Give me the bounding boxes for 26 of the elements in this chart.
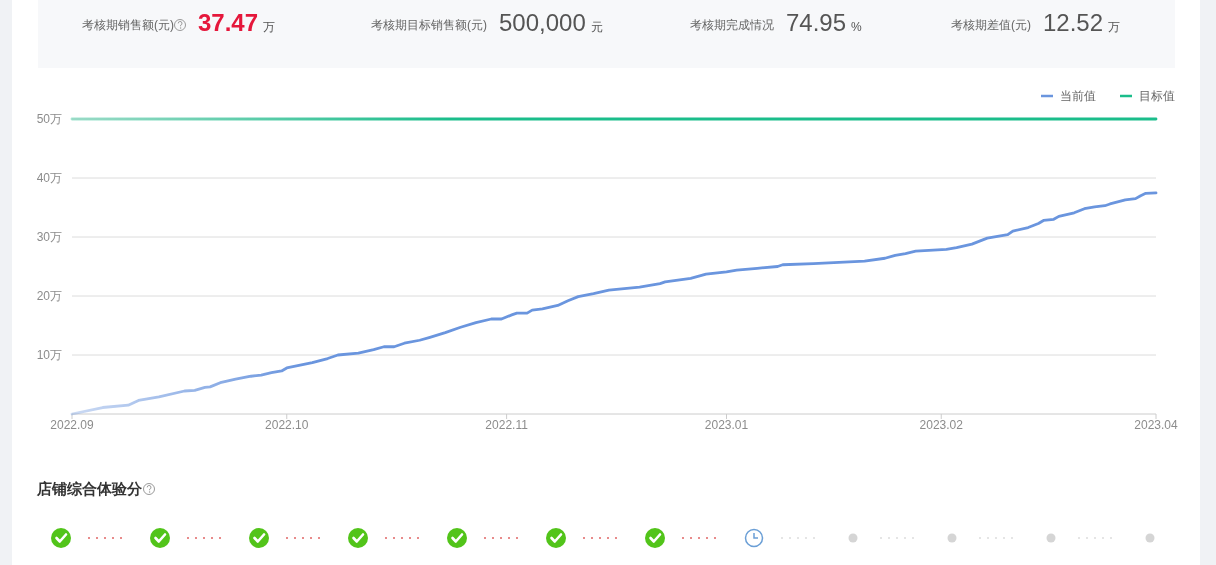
- text: 考核期目标销售额(元): [371, 18, 487, 32]
- text: 万: [263, 20, 276, 34]
- x-tick-label: 2023.04: [1134, 418, 1179, 432]
- y-tick-label: 20万: [36, 289, 62, 303]
- x-tick-label: 2023.01: [704, 418, 749, 432]
- x-tick-label: 2022.09: [50, 418, 95, 432]
- legend-label: 当前值: [1060, 89, 1096, 103]
- text: 考核期完成情况: [690, 18, 774, 32]
- x-tick-label: 2022.10: [265, 418, 309, 432]
- text: 500,000: [499, 9, 586, 36]
- y-tick-label: 40万: [36, 171, 62, 185]
- text: 37.47: [198, 9, 259, 36]
- x-tick-label: 2022.11: [485, 418, 529, 432]
- text: 12.52: [1043, 9, 1104, 36]
- y-tick-label: 10万: [36, 348, 62, 362]
- y-tick-label: 30万: [36, 230, 62, 244]
- text: %: [851, 20, 863, 34]
- text: 考核期销售额(元): [82, 18, 174, 32]
- text: 元: [590, 20, 603, 34]
- ref-line-label: 目标值: [1139, 89, 1175, 103]
- x-tick-label: 2023.02: [919, 418, 964, 432]
- text: 万: [1108, 20, 1121, 34]
- y-tick-label: 50万: [36, 112, 62, 126]
- text: 74.95: [786, 9, 847, 36]
- text: 店铺综合体验分: [36, 480, 143, 497]
- text: 考核期差值(元): [951, 18, 1031, 32]
